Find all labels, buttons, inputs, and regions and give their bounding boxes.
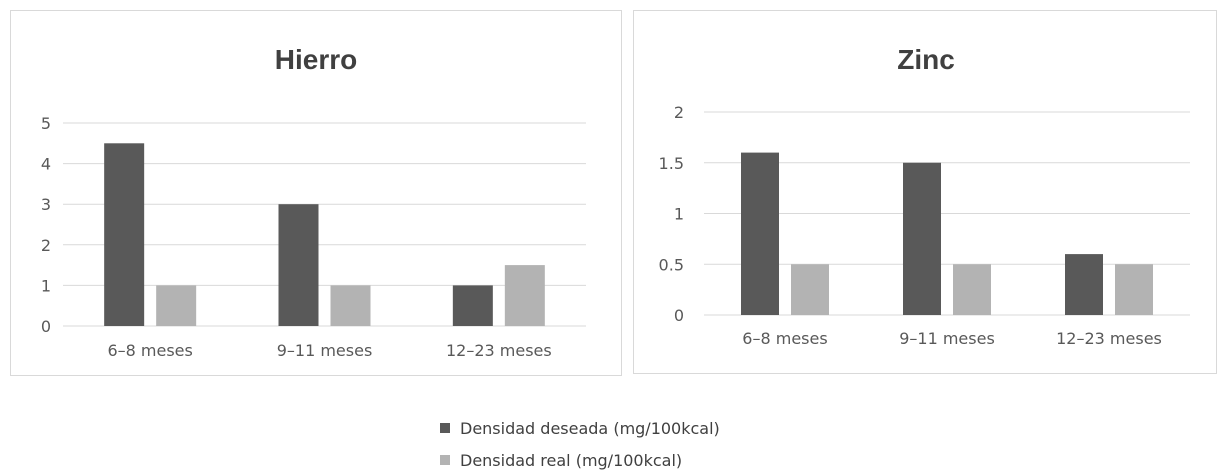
chart-panel-hierro: Hierro 0 1 2 3 4 5 6–8 meses 9–11 meses 12–23 mes… — [10, 10, 622, 376]
bar-deseada — [1065, 254, 1103, 315]
chart-title: Hierro — [275, 44, 357, 75]
y-tick-label: 1 — [674, 205, 684, 224]
x-tick-label: 9–11 meses — [277, 341, 373, 360]
chart-zinc: Zinc 0 0.5 1 1.5 2 6–8 meses 9–11 meses 12–23 me… — [659, 44, 1190, 348]
bar-deseada — [452, 285, 493, 326]
bar-deseada — [741, 152, 779, 315]
legend-item-deseada: Densidad deseada (mg/100kcal) — [440, 412, 940, 444]
y-tick-label: 5 — [41, 114, 51, 133]
y-tick-label: 1 — [41, 276, 51, 295]
y-tick-label: 0 — [674, 306, 684, 325]
y-tick-label: 1.5 — [659, 154, 684, 173]
x-tick-label: 9–11 meses — [899, 329, 995, 348]
legend-swatch-real — [440, 455, 450, 465]
bar-real — [504, 265, 545, 326]
chart-title: Zinc — [897, 44, 955, 75]
chart-hierro: Hierro 0 1 2 3 4 5 6–8 meses 9–11 meses 12–23 mes… — [41, 44, 586, 360]
chart-panel-zinc: Zinc 0 0.5 1 1.5 2 6–8 meses 9–11 meses 12–23 me… — [633, 10, 1217, 374]
x-tick-label: 6–8 meses — [742, 329, 827, 348]
y-tick-label: 0 — [41, 317, 51, 336]
bar-real — [791, 264, 829, 315]
bar-real — [1115, 264, 1153, 315]
bar-deseada — [903, 162, 941, 315]
y-tick-label: 2 — [41, 236, 51, 255]
legend-item-real: Densidad real (mg/100kcal) — [440, 444, 940, 476]
bar-real — [330, 285, 371, 326]
legend: Densidad deseada (mg/100kcal) Densidad r… — [440, 412, 940, 476]
y-tick-label: 0.5 — [659, 255, 684, 274]
x-tick-label: 6–8 meses — [107, 341, 192, 360]
bar-deseada — [278, 204, 319, 326]
y-tick-label: 2 — [674, 103, 684, 122]
y-tick-label: 3 — [41, 195, 51, 214]
legend-label-deseada: Densidad deseada (mg/100kcal) — [460, 418, 720, 438]
legend-label-real: Densidad real (mg/100kcal) — [460, 450, 683, 470]
legend-swatch-deseada — [440, 423, 450, 433]
x-tick-label: 12–23 meses — [446, 341, 552, 360]
bar-real — [953, 264, 991, 315]
bar-real — [156, 285, 197, 326]
bar-deseada — [104, 143, 145, 326]
y-tick-label: 4 — [41, 155, 51, 174]
x-tick-label: 12–23 meses — [1056, 329, 1162, 348]
